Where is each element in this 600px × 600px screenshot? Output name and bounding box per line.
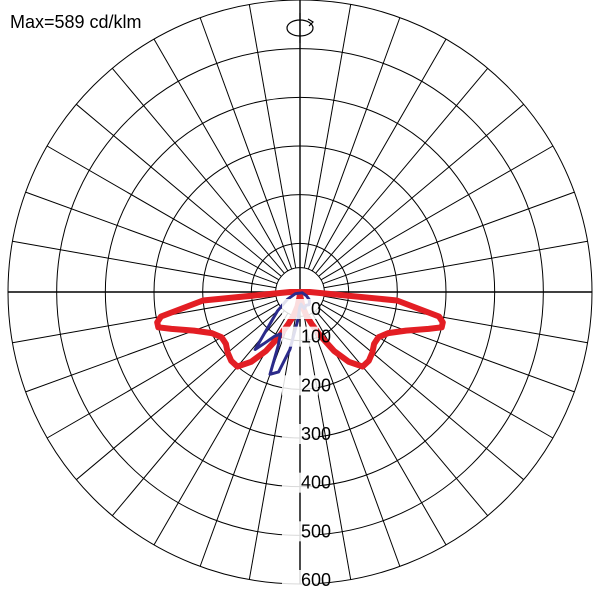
polar-grid bbox=[7, 0, 593, 585]
grid-spoke bbox=[25, 299, 278, 393]
radial-tick-label: 400 bbox=[301, 473, 331, 493]
grid-spoke bbox=[111, 67, 285, 274]
grid-spoke bbox=[248, 4, 297, 269]
grid-spoke bbox=[323, 240, 588, 289]
grid-spoke bbox=[315, 310, 489, 517]
radial-tick-label: 600 bbox=[301, 570, 331, 590]
rotate-plane-icon[interactable] bbox=[286, 13, 314, 43]
radial-tick-label: 500 bbox=[301, 521, 331, 541]
grid-spoke bbox=[318, 103, 525, 277]
tick-label-bg bbox=[282, 375, 318, 396]
tick-label-bg bbox=[282, 299, 318, 319]
grid-spoke bbox=[303, 4, 352, 269]
grid-spoke bbox=[322, 191, 575, 285]
grid-spoke bbox=[315, 67, 489, 274]
grid-spoke bbox=[311, 38, 447, 272]
grid-spoke bbox=[320, 303, 554, 439]
tick-label-bg bbox=[282, 326, 318, 347]
grid-spoke bbox=[303, 315, 352, 580]
grid-spoke bbox=[318, 307, 525, 481]
grid-spoke bbox=[12, 295, 277, 344]
grid-spoke bbox=[322, 299, 575, 393]
grid-spoke bbox=[320, 145, 554, 281]
tick-label-bg bbox=[282, 424, 318, 444]
grid-spoke bbox=[153, 38, 289, 272]
grid-spoke bbox=[248, 315, 297, 580]
radial-tick-labels: 0 100 200 300 400 500 600 bbox=[282, 299, 331, 590]
radial-tick-label: 0 bbox=[311, 299, 321, 319]
radial-tick-label: 100 bbox=[301, 327, 331, 347]
tick-label-bg bbox=[282, 472, 318, 493]
grid-spoke bbox=[111, 310, 285, 517]
grid-spoke bbox=[25, 191, 278, 285]
grid-spoke bbox=[46, 303, 280, 439]
radial-tick-label: 200 bbox=[301, 375, 331, 395]
grid-spoke bbox=[12, 240, 277, 289]
max-intensity-label: Max=589 cd/klm bbox=[10, 12, 142, 32]
grid-spoke bbox=[307, 314, 401, 567]
tick-label-bg bbox=[282, 521, 318, 542]
tick-label-bg bbox=[282, 570, 318, 590]
radial-tick-label: 300 bbox=[301, 424, 331, 444]
grid-spoke bbox=[323, 295, 588, 344]
grid-spoke bbox=[75, 307, 282, 481]
grid-spoke bbox=[307, 17, 401, 270]
grid-spoke bbox=[46, 145, 280, 281]
grid-spoke bbox=[199, 17, 293, 270]
grid-spoke bbox=[75, 103, 282, 277]
